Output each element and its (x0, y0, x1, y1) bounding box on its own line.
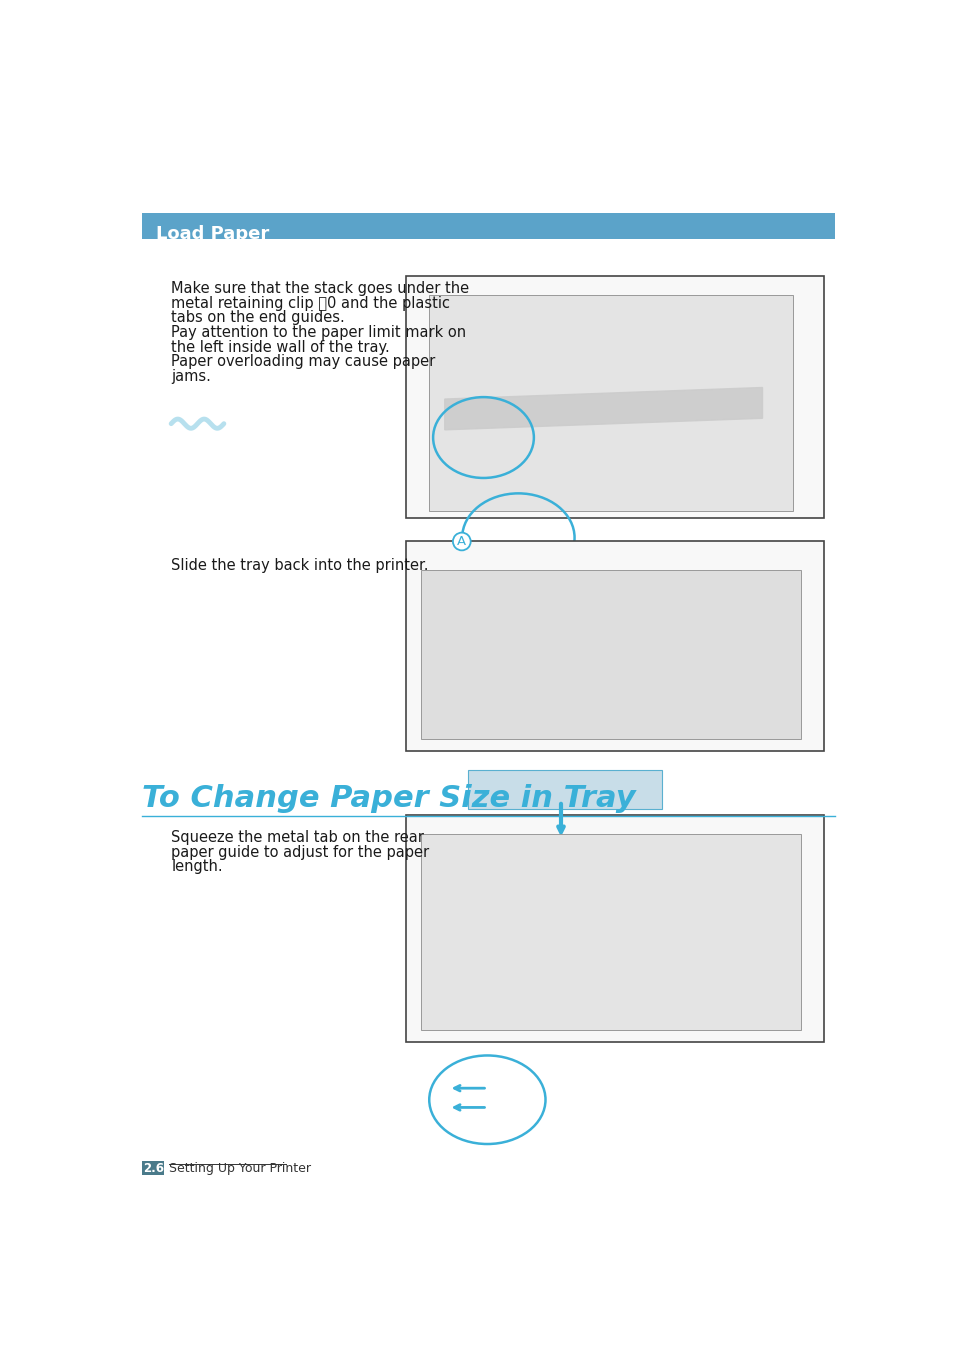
Text: the left inside wall of the tray.: the left inside wall of the tray. (171, 340, 390, 355)
Bar (142, 213, 835, 239)
Text: length.: length. (171, 859, 223, 874)
Text: Make sure that the stack goes under the: Make sure that the stack goes under the (171, 281, 469, 297)
Bar (406, 541, 823, 751)
Text: metal retaining clip ␰0 and the plastic: metal retaining clip ␰0 and the plastic (171, 295, 450, 310)
Text: paper guide to adjust for the paper: paper guide to adjust for the paper (171, 844, 429, 859)
Text: 2.6: 2.6 (143, 1161, 164, 1175)
Text: tabs on the end guides.: tabs on the end guides. (171, 310, 345, 325)
Bar (421, 834, 801, 1031)
Text: A: A (456, 536, 466, 548)
Text: To Change Paper Size in Tray: To Change Paper Size in Tray (142, 784, 636, 813)
Text: Paper overloading may cause paper: Paper overloading may cause paper (171, 355, 435, 370)
Bar (421, 571, 801, 739)
Bar (429, 295, 793, 511)
Bar (406, 815, 823, 1041)
Polygon shape (444, 387, 761, 430)
Bar (406, 275, 823, 518)
Text: Pay attention to the paper limit mark on: Pay attention to the paper limit mark on (171, 325, 466, 340)
Text: Load Paper: Load Paper (156, 225, 270, 243)
Text: Setting Up Your Printer: Setting Up Your Printer (169, 1161, 311, 1175)
Bar (468, 770, 661, 808)
Text: Squeeze the metal tab on the rear: Squeeze the metal tab on the rear (171, 830, 423, 846)
Text: jams.: jams. (171, 370, 211, 384)
Bar (142, 1161, 164, 1175)
Text: Slide the tray back into the printer.: Slide the tray back into the printer. (171, 558, 428, 573)
